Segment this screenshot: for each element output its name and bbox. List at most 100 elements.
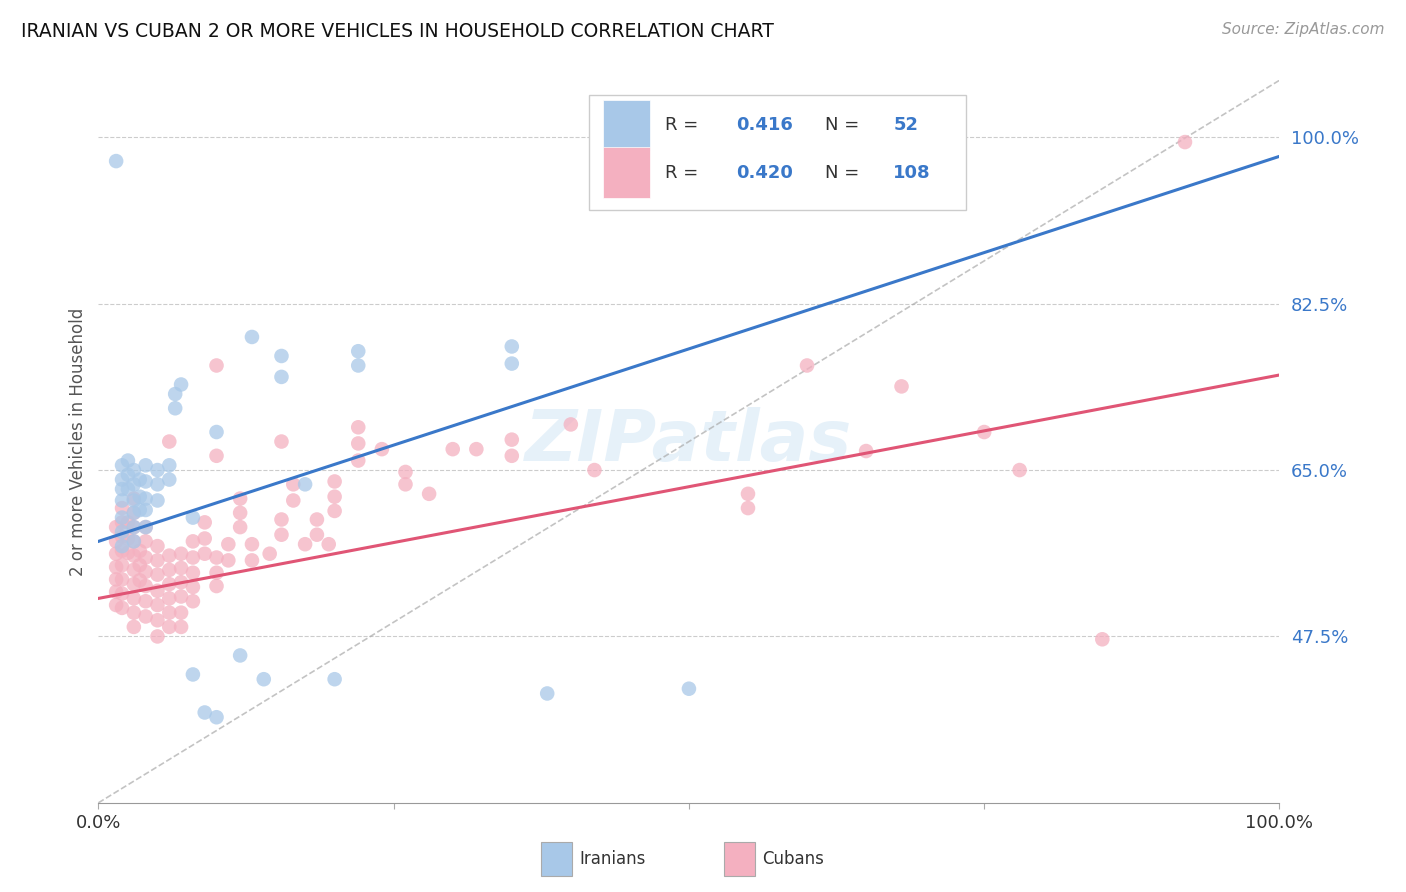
Point <box>229 648 252 663</box>
Point <box>170 561 193 575</box>
Point <box>501 449 523 463</box>
Point <box>135 534 157 549</box>
Point <box>135 550 157 565</box>
Point <box>1174 135 1197 149</box>
Point <box>259 547 281 561</box>
Point <box>194 516 217 530</box>
Point <box>170 547 193 561</box>
Point <box>347 453 370 467</box>
Point <box>560 417 582 432</box>
Point <box>117 546 139 560</box>
Point <box>318 537 340 551</box>
Point <box>105 560 128 574</box>
Point <box>157 473 180 487</box>
Point <box>347 359 370 373</box>
Point <box>165 401 187 416</box>
Point <box>135 520 157 534</box>
Text: 108: 108 <box>893 164 931 182</box>
Point <box>181 510 204 524</box>
Point <box>294 537 316 551</box>
Point <box>1091 632 1114 647</box>
Point <box>111 544 134 558</box>
Point <box>105 584 128 599</box>
Point <box>157 591 180 606</box>
Point <box>146 477 169 491</box>
Point <box>217 537 239 551</box>
Point <box>229 520 252 534</box>
Point <box>128 473 150 487</box>
Point <box>240 537 263 551</box>
Point <box>122 591 145 606</box>
Point <box>146 539 169 553</box>
Point <box>170 606 193 620</box>
Point <box>117 467 139 482</box>
Point <box>146 613 169 627</box>
Point <box>347 436 370 450</box>
Point <box>323 672 346 686</box>
Point <box>111 482 134 496</box>
Point <box>1008 463 1031 477</box>
Point <box>253 672 276 686</box>
Text: 0.420: 0.420 <box>737 164 793 182</box>
Point <box>157 606 180 620</box>
Point <box>122 493 145 508</box>
Point <box>122 563 145 577</box>
Point <box>194 706 217 720</box>
Text: Iranians: Iranians <box>579 850 645 868</box>
Point <box>240 330 263 344</box>
Text: R =: R = <box>665 116 704 134</box>
Point <box>305 512 328 526</box>
Point <box>394 465 416 479</box>
Point <box>146 629 169 643</box>
Point <box>283 493 305 508</box>
Point <box>678 681 700 696</box>
Point <box>105 573 128 587</box>
Point <box>111 573 134 587</box>
Point <box>128 558 150 573</box>
FancyBboxPatch shape <box>603 100 650 151</box>
Point <box>394 477 416 491</box>
FancyBboxPatch shape <box>603 147 650 198</box>
Point <box>111 587 134 601</box>
Text: Source: ZipAtlas.com: Source: ZipAtlas.com <box>1222 22 1385 37</box>
Point <box>270 527 292 541</box>
Point <box>122 491 145 506</box>
Point <box>181 534 204 549</box>
Point <box>165 387 187 401</box>
Point <box>111 524 134 539</box>
Point <box>181 594 204 608</box>
Point <box>283 477 305 491</box>
Point <box>128 544 150 558</box>
Point <box>128 490 150 504</box>
Point <box>170 590 193 604</box>
Point <box>181 580 204 594</box>
Point <box>501 357 523 371</box>
Point <box>146 583 169 598</box>
Point <box>135 579 157 593</box>
Point <box>157 549 180 563</box>
Text: ZIPatlas: ZIPatlas <box>526 407 852 476</box>
Point <box>170 575 193 590</box>
Point <box>122 577 145 591</box>
Point <box>122 534 145 549</box>
Point <box>146 553 169 567</box>
Point <box>205 566 228 580</box>
Point <box>105 547 128 561</box>
Point <box>229 491 252 506</box>
Point <box>128 574 150 588</box>
Point <box>122 477 145 491</box>
Point <box>890 379 912 393</box>
Point <box>347 420 370 434</box>
Point <box>181 566 204 580</box>
Point <box>737 501 759 516</box>
Point <box>270 434 292 449</box>
Point <box>135 475 157 489</box>
Point <box>157 620 180 634</box>
Point <box>122 606 145 620</box>
Point <box>270 349 292 363</box>
Point <box>371 442 394 457</box>
Point <box>194 532 217 546</box>
Point <box>501 339 523 353</box>
Point <box>135 458 157 473</box>
Point <box>111 510 134 524</box>
